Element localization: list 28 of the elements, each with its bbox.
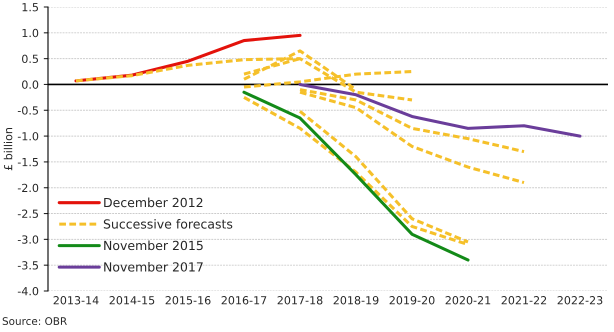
y-tick-label: -2.0 [18, 184, 38, 192]
y-tick-label: -2.5 [18, 210, 38, 218]
x-tick-label: 2020-21 [446, 296, 490, 304]
y-tick-label: -4.0 [18, 286, 38, 296]
x-tick-label: 2014-15 [110, 296, 154, 304]
legend-label: December 2012 [104, 198, 202, 208]
x-tick-label: 2017-18 [278, 296, 322, 304]
x-tick-label: 2018-19 [334, 296, 378, 304]
legend-label: Successive forecasts [104, 219, 232, 229]
source-note: Source: OBR [2, 317, 67, 326]
x-tick-label: 2015-16 [166, 296, 211, 304]
y-tick-label: 0.5 [22, 54, 38, 64]
x-tick-label: 2016-17 [222, 296, 266, 304]
y-tick-label: 1.0 [22, 28, 38, 38]
legend-label: November 2017 [104, 262, 203, 272]
y-tick-label: -3.0 [18, 235, 38, 244]
y-tick-label: -1.5 [18, 158, 38, 166]
y-tick-label: -3.5 [18, 261, 38, 270]
legend-label: November 2015 [104, 240, 203, 250]
y-tick-label: -0.5 [18, 106, 38, 115]
y-tick-label: -1.0 [18, 132, 38, 140]
y-axis-title: £ billion [4, 128, 12, 170]
x-tick-label: 2021-22 [502, 296, 546, 304]
x-tick-label: 2019-20 [390, 296, 434, 304]
y-tick-label: 1.5 [22, 3, 38, 12]
x-tick-label: 2013-14 [54, 296, 99, 304]
x-tick-label: 2022-23 [558, 296, 602, 304]
y-tick-label: 0.0 [22, 80, 38, 89]
